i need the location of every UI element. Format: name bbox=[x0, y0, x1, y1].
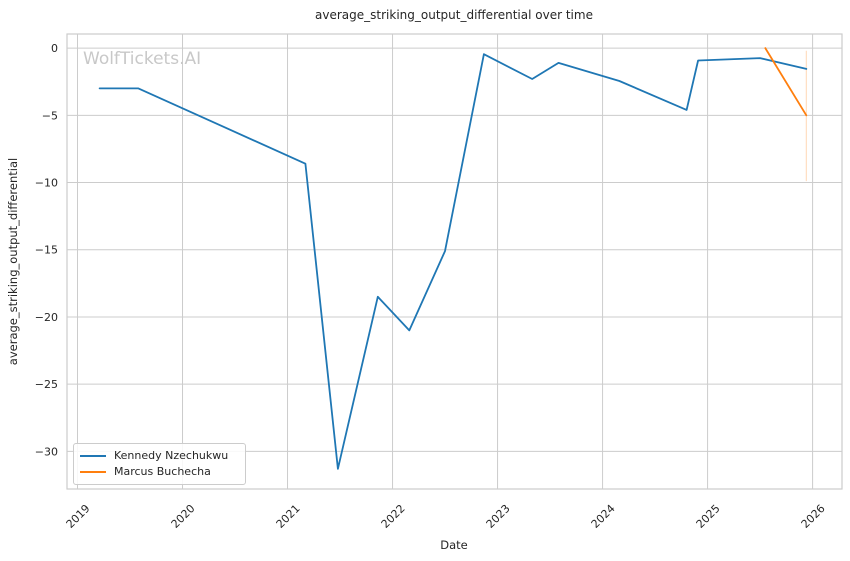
plot-border bbox=[66, 33, 843, 490]
legend-label: Marcus Buchecha bbox=[114, 465, 211, 478]
marcus-buchecha-line bbox=[764, 47, 808, 117]
x-tick-label: 2025 bbox=[694, 502, 723, 531]
x-tick-label: 2024 bbox=[589, 502, 618, 531]
x-tick-label: 2022 bbox=[379, 502, 408, 531]
y-tick-label: −20 bbox=[35, 311, 58, 324]
watermark-text: WolfTickets.AI bbox=[83, 49, 201, 69]
y-tick-label: −10 bbox=[35, 177, 58, 190]
legend-label: Kennedy Nzechukwu bbox=[114, 449, 229, 462]
gridlines bbox=[66, 33, 843, 490]
kennedy-nzechukwu-line bbox=[98, 53, 808, 470]
x-axis-label: Date bbox=[440, 538, 468, 552]
y-tick-labels: 0 −5 −10 −15 −20 −25 −30 bbox=[35, 42, 58, 458]
y-tick-label: −25 bbox=[35, 378, 58, 391]
x-tick-label: 2019 bbox=[64, 502, 93, 531]
y-axis-label: average_striking_output_differential bbox=[6, 158, 20, 365]
legend-line-swatch-blue bbox=[80, 454, 106, 457]
data-series bbox=[98, 47, 808, 470]
y-tick-label: 0 bbox=[51, 42, 58, 55]
x-tick-label: 2026 bbox=[799, 502, 828, 531]
y-tick-label: −5 bbox=[42, 109, 58, 122]
legend-line-swatch-orange bbox=[80, 470, 106, 473]
legend-item-kennedy-nzechukwu: Kennedy Nzechukwu bbox=[80, 448, 237, 463]
x-tick-label: 2020 bbox=[169, 502, 198, 531]
y-tick-label: −15 bbox=[35, 244, 58, 257]
x-tick-label: 2021 bbox=[274, 502, 303, 531]
x-tick-label: 2023 bbox=[484, 502, 513, 531]
legend-item-marcus-buchecha: Marcus Buchecha bbox=[80, 464, 237, 479]
chart-title: average_striking_output_differential ove… bbox=[315, 8, 593, 22]
y-tick-label: −30 bbox=[35, 445, 58, 458]
legend: Kennedy Nzechukwu Marcus Buchecha bbox=[73, 443, 246, 485]
x-tick-labels: 2019 2020 2021 2022 2023 2024 2025 2026 bbox=[64, 502, 828, 531]
